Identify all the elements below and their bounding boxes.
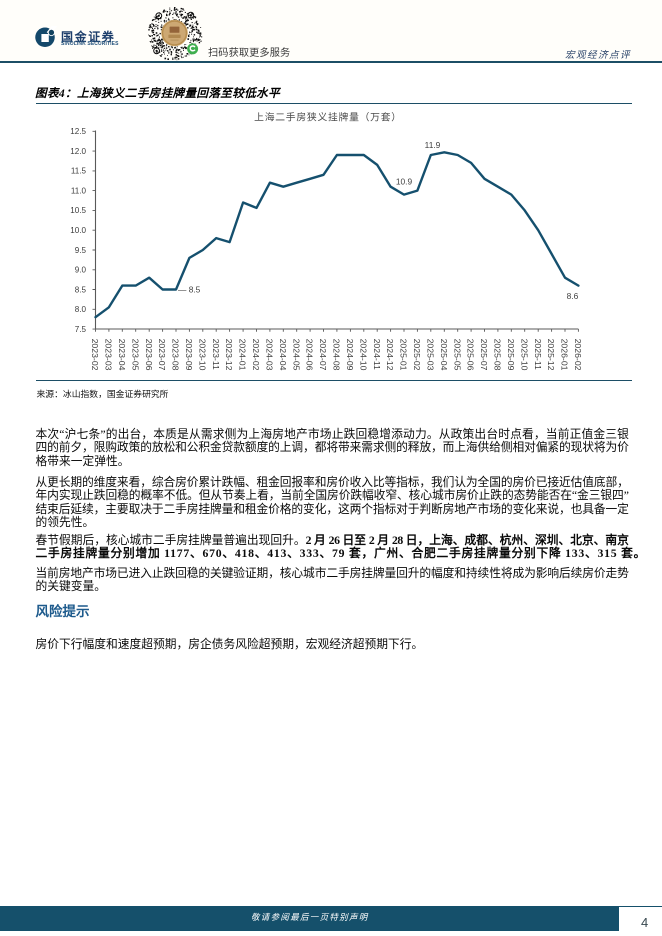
svg-text:2025-03: 2025-03 <box>425 339 435 371</box>
svg-text:2023-06: 2023-06 <box>144 339 154 371</box>
svg-text:2023-11: 2023-11 <box>211 339 221 370</box>
svg-text:2024-06: 2024-06 <box>305 339 315 371</box>
svg-text:2024-04: 2024-04 <box>278 339 288 371</box>
svg-text:2023-02: 2023-02 <box>90 339 100 371</box>
svg-text:10.9: 10.9 <box>396 176 413 186</box>
svg-text:2023-05: 2023-05 <box>130 339 140 371</box>
svg-text:2024-12: 2024-12 <box>385 339 395 371</box>
svg-text:2024-07: 2024-07 <box>318 339 328 371</box>
svg-text:2025-05: 2025-05 <box>452 339 462 371</box>
svg-text:2024-08: 2024-08 <box>332 339 342 371</box>
svg-text:2023-09: 2023-09 <box>184 339 194 371</box>
svg-text:8.5: 8.5 <box>75 285 87 294</box>
svg-text:11.9: 11.9 <box>425 140 441 150</box>
svg-text:9.0: 9.0 <box>75 266 87 275</box>
svg-text:2023-10: 2023-10 <box>197 339 207 371</box>
svg-text:2025-11: 2025-11 <box>533 339 543 370</box>
svg-text:2026-02: 2026-02 <box>573 339 583 371</box>
svg-text:2025-04: 2025-04 <box>439 339 449 371</box>
svg-text:2025-09: 2025-09 <box>506 339 516 371</box>
svg-text:2024-11: 2024-11 <box>372 339 382 370</box>
svg-text:2024-01: 2024-01 <box>238 339 248 371</box>
svg-text:上海二手房狭义挂牌量（万套）: 上海二手房狭义挂牌量（万套） <box>254 111 402 124</box>
svg-text:12.0: 12.0 <box>70 147 86 156</box>
svg-text:2023-08: 2023-08 <box>171 339 181 371</box>
svg-text:8.0: 8.0 <box>75 305 87 314</box>
svg-text:7.5: 7.5 <box>75 325 87 334</box>
svg-text:2026-01: 2026-01 <box>560 339 570 371</box>
svg-text:2024-03: 2024-03 <box>265 339 275 371</box>
svg-text:2023-04: 2023-04 <box>117 339 127 371</box>
svg-text:2024-10: 2024-10 <box>358 339 368 371</box>
svg-text:11.0: 11.0 <box>71 186 87 195</box>
svg-text:9.5: 9.5 <box>75 246 87 255</box>
svg-text:2024-02: 2024-02 <box>251 339 261 371</box>
svg-text:2024-09: 2024-09 <box>345 339 355 371</box>
svg-text:12.5: 12.5 <box>70 127 86 136</box>
svg-text:10.0: 10.0 <box>70 226 86 235</box>
svg-text:2025-10: 2025-10 <box>519 339 529 371</box>
svg-text:2025-02: 2025-02 <box>412 339 422 371</box>
svg-text:2025-07: 2025-07 <box>479 339 489 371</box>
svg-text:2025-08: 2025-08 <box>493 339 503 371</box>
svg-text:11.5: 11.5 <box>71 167 87 176</box>
svg-text:2025-01: 2025-01 <box>399 339 409 371</box>
svg-text:10.5: 10.5 <box>70 206 86 215</box>
svg-text:8.6: 8.6 <box>567 291 579 301</box>
svg-text:2023-07: 2023-07 <box>157 339 167 371</box>
svg-text:— 8.5: — 8.5 <box>178 284 201 294</box>
svg-text:2025-06: 2025-06 <box>466 339 476 371</box>
svg-text:2023-12: 2023-12 <box>224 339 234 371</box>
svg-text:2025-12: 2025-12 <box>546 339 556 371</box>
svg-text:2024-05: 2024-05 <box>291 339 301 371</box>
svg-text:2023-03: 2023-03 <box>104 339 114 371</box>
